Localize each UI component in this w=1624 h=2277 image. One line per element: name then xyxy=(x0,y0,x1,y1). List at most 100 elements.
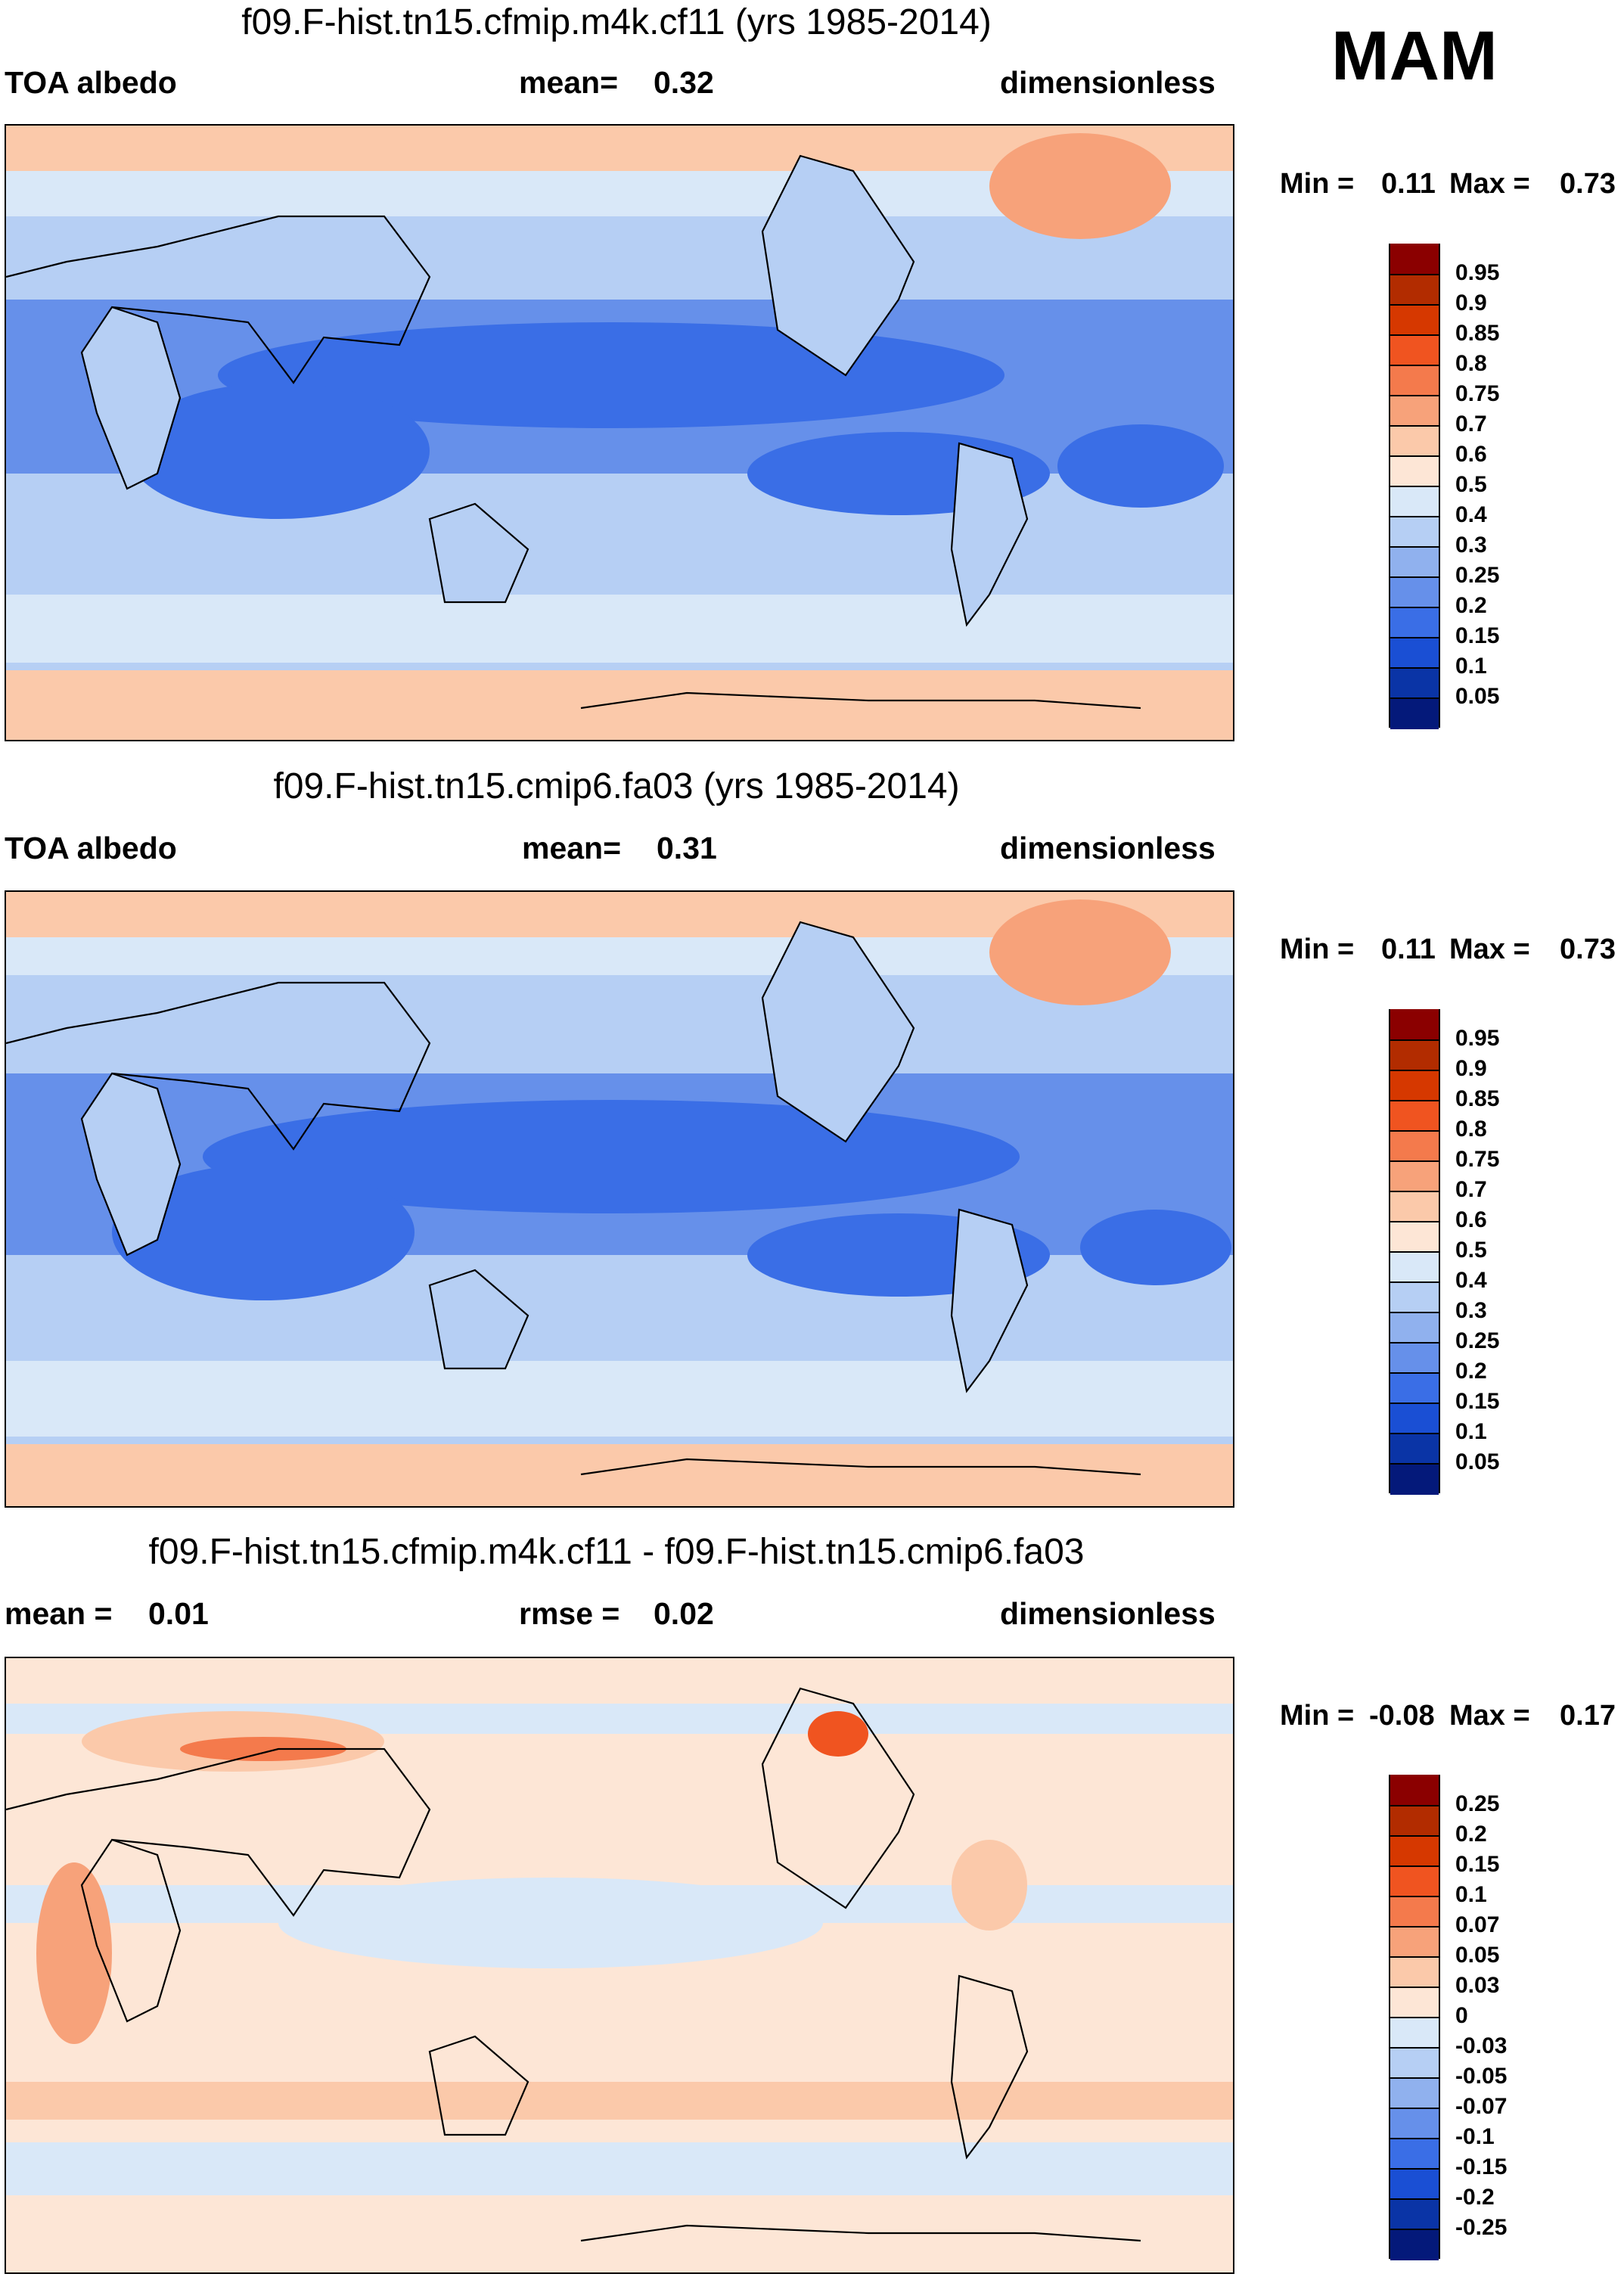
panel-2-min-value: 0.11 xyxy=(1381,933,1436,965)
panel-1-max-value: 0.73 xyxy=(1560,168,1616,200)
colorbar-tick-label: 0.15 xyxy=(1455,623,1500,648)
colorbar-segment xyxy=(1390,576,1439,608)
panel-2-units-label: dimensionless xyxy=(1000,831,1216,865)
colorbar-tick-label: 0.6 xyxy=(1455,1207,1487,1232)
panel-1-title: f09.F-hist.tn15.cfmip.m4k.cf11 (yrs 1985… xyxy=(241,2,992,42)
panel-3-rmse-value: 0.02 xyxy=(654,1596,714,1631)
colorbar-segment xyxy=(1390,365,1439,396)
colorbar-segment xyxy=(1390,244,1439,274)
colorbar-tick-label: 0.2 xyxy=(1455,593,1487,618)
colorbar-tick-label: 0.75 xyxy=(1455,381,1500,406)
colorbar-box xyxy=(1389,1775,1440,2260)
panel-3-map xyxy=(5,1657,1234,2274)
panel-2-min-label: Min = xyxy=(1280,933,1355,965)
colorbar-segment xyxy=(1390,1009,1439,1039)
colorbar-tick-label: 0.6 xyxy=(1455,442,1487,467)
colorbar-segment xyxy=(1390,667,1439,699)
colorbar-tick-label: 0.5 xyxy=(1455,472,1487,497)
colorbar-segment xyxy=(1390,697,1439,729)
panel-3-map-svg xyxy=(6,1658,1233,2272)
colorbar-segment xyxy=(1390,486,1439,517)
colorbar-segment xyxy=(1390,2229,1439,2260)
colorbar-segment xyxy=(1390,2138,1439,2170)
panel-1-min-value: 0.11 xyxy=(1381,168,1436,200)
colorbar-segment xyxy=(1390,2077,1439,2109)
panel-1-map-svg xyxy=(6,126,1233,740)
colorbar-tick-label: 0.8 xyxy=(1455,1117,1487,1142)
colorbar-box xyxy=(1389,1009,1440,1495)
colorbar-segment xyxy=(1390,395,1439,427)
colorbar-segment xyxy=(1390,1130,1439,1162)
colorbar-tick-label: 0.75 xyxy=(1455,1147,1500,1172)
colorbar-tick-label: -0.03 xyxy=(1455,2033,1508,2058)
panel-3-units-label: dimensionless xyxy=(1000,1596,1216,1631)
colorbar-segment xyxy=(1390,2108,1439,2139)
panel-1-units-label: dimensionless xyxy=(1000,65,1216,100)
colorbar-tick-label: 0.25 xyxy=(1455,1328,1500,1353)
colorbar-segment xyxy=(1390,1835,1439,1867)
colorbar-segment xyxy=(1390,1896,1439,1928)
colorbar-tick-label: 0.8 xyxy=(1455,351,1487,376)
panel-3-max-label: Max = xyxy=(1449,1700,1530,1732)
panel-2-max-label: Max = xyxy=(1449,933,1530,965)
colorbar-tick-label: 0.15 xyxy=(1455,1852,1500,1877)
colorbar-segment xyxy=(1390,1403,1439,1434)
colorbar-tick-label: 0.5 xyxy=(1455,1238,1487,1263)
colorbar-segment xyxy=(1390,1805,1439,1837)
colorbar-segment xyxy=(1390,1191,1439,1222)
panel-3-max-value: 0.17 xyxy=(1560,1700,1616,1732)
colorbar-tick-label: 0.1 xyxy=(1455,654,1487,679)
colorbar-segment xyxy=(1390,1342,1439,1374)
colorbar-segment xyxy=(1390,1160,1439,1192)
colorbar-tick-label: -0.15 xyxy=(1455,2154,1508,2179)
colorbar-tick-label: 0.05 xyxy=(1455,1943,1500,1968)
colorbar-segment xyxy=(1390,2017,1439,2049)
colorbar-tick-label: -0.07 xyxy=(1455,2094,1508,2119)
colorbar-segment xyxy=(1390,1281,1439,1313)
colorbar-tick-label: 0.3 xyxy=(1455,1298,1487,1323)
colorbar-tick-label: 0.05 xyxy=(1455,684,1500,709)
colorbar-tick-label: 0 xyxy=(1455,2003,1468,2028)
colorbar-segment xyxy=(1390,1221,1439,1253)
colorbar-segment xyxy=(1390,2198,1439,2230)
colorbar-tick-label: 0.1 xyxy=(1455,1419,1487,1444)
colorbar-segment xyxy=(1390,1039,1439,1071)
panel-3-min-value: -0.08 xyxy=(1369,1700,1435,1732)
colorbar-tick-label: 0.9 xyxy=(1455,290,1487,315)
colorbar-segment xyxy=(1390,274,1439,306)
panel-1-mean-label: mean= xyxy=(519,65,619,100)
colorbar-tick-label: 0.25 xyxy=(1455,563,1500,588)
panel-2-title: f09.F-hist.tn15.cmip6.fa03 (yrs 1985-201… xyxy=(273,766,960,806)
colorbar-segment xyxy=(1390,455,1439,487)
colorbar-segment xyxy=(1390,546,1439,578)
colorbar-tick-label: -0.25 xyxy=(1455,2215,1508,2240)
colorbar-tick-label: 0.1 xyxy=(1455,1882,1487,1907)
colorbar-tick-label: -0.2 xyxy=(1455,2185,1495,2210)
colorbar-segment xyxy=(1390,1433,1439,1465)
colorbar-segment xyxy=(1390,2047,1439,2079)
colorbar-tick-label: 0.95 xyxy=(1455,260,1500,285)
colorbar-tick-label: 0.05 xyxy=(1455,1449,1500,1474)
panel-1-max-label: Max = xyxy=(1449,168,1530,200)
colorbar-tick-label: 0.4 xyxy=(1455,502,1487,527)
panel-2-map xyxy=(5,890,1234,1508)
colorbar-tick-label: 0.15 xyxy=(1455,1389,1500,1414)
colorbar-segment xyxy=(1390,637,1439,669)
colorbar-segment xyxy=(1390,334,1439,366)
colorbar-tick-label: 0.03 xyxy=(1455,1973,1500,1998)
panel-2-max-value: 0.73 xyxy=(1560,933,1616,965)
colorbar-segment xyxy=(1390,1865,1439,1897)
panel-3-mean-label: mean = xyxy=(5,1596,113,1631)
colorbar-tick-label: 0.95 xyxy=(1455,1026,1500,1051)
panel-1-variable-label: TOA albedo xyxy=(5,65,177,100)
colorbar-segment xyxy=(1390,516,1439,548)
colorbar-segment xyxy=(1390,1070,1439,1101)
panel-1-mean-value: 0.32 xyxy=(654,65,714,100)
colorbar-segment xyxy=(1390,1100,1439,1132)
colorbar-tick-label: 0.2 xyxy=(1455,1359,1487,1384)
colorbar-tick-label: 0.85 xyxy=(1455,1086,1500,1111)
panel-3-min-label: Min = xyxy=(1280,1700,1355,1732)
colorbar-segment xyxy=(1390,1372,1439,1404)
colorbar-tick-label: 0.25 xyxy=(1455,1791,1500,1816)
colorbar-tick-label: 0.2 xyxy=(1455,1822,1487,1847)
